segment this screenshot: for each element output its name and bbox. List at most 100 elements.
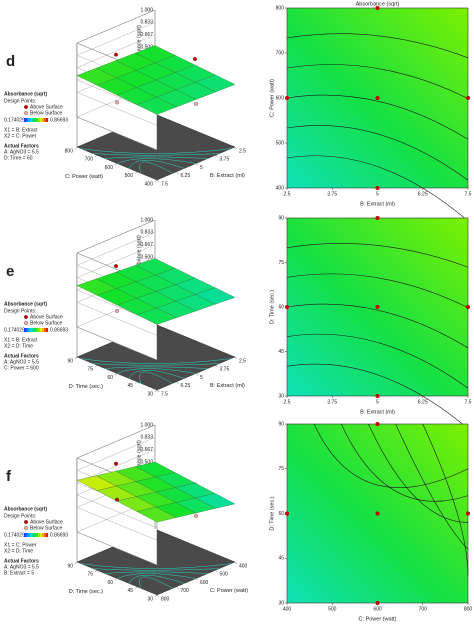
design-point (375, 394, 380, 398)
x-tick-label: 7.5 (161, 391, 168, 397)
chart-title: Absorbance (sqrt) (356, 1, 400, 7)
legend-text: X1 = B: Extract (4, 127, 38, 133)
colorbar-cell (36, 118, 39, 122)
design-point (375, 6, 380, 10)
y-tick (114, 163, 118, 166)
x-tick (176, 381, 179, 384)
x-tick-label: 6.25 (181, 383, 191, 389)
y-tick (94, 365, 98, 368)
design-point (375, 186, 380, 190)
panel-label: f (6, 468, 12, 485)
design-point (375, 601, 380, 605)
panel-label: d (6, 53, 15, 70)
y-tick-label: 800 (65, 148, 74, 154)
design-point (375, 422, 380, 426)
z-tick-label: 0.500 (140, 459, 153, 465)
y-tick (94, 570, 98, 573)
design-point (115, 497, 119, 502)
x-tick (215, 365, 218, 368)
design-point (193, 57, 197, 62)
x-tick (176, 171, 179, 174)
design-point (285, 511, 289, 516)
contour-line (286, 333, 469, 389)
x-tick-label: 7.5 (465, 399, 472, 405)
x-tick-label: 800 (161, 596, 170, 602)
legend-text: D: Time = 60 (4, 155, 33, 161)
design-point (466, 96, 470, 100)
contour-line (286, 363, 469, 429)
y-tick-label: 60 (278, 304, 284, 310)
y-axis-label: C: Power (watt) (269, 79, 275, 117)
y-tick-label: 45 (278, 556, 284, 562)
y-axis-label: D: Time (sec.) (69, 589, 103, 595)
design-point (375, 96, 380, 100)
floor-contour (80, 563, 232, 569)
floor-contour (116, 158, 197, 164)
y-tick-label: 75 (87, 367, 93, 373)
x-tick-label: 400 (239, 563, 248, 569)
colorbar-cell (32, 533, 35, 537)
colorbar-cell (36, 328, 39, 332)
x-tick (156, 594, 160, 598)
colorbar-cell (24, 328, 27, 332)
z-tick-label: 0.833 (140, 230, 153, 236)
x-axis-label: B: Extract (ml) (210, 173, 245, 179)
z-axis-label: Absorbance (sqrt) (136, 440, 142, 484)
design-point (285, 96, 289, 100)
x-tick-label: 3.75 (327, 191, 337, 197)
y-tick-label: 60 (107, 375, 113, 381)
y-tick (154, 594, 158, 598)
x-tick-label: 700 (419, 606, 428, 612)
colorbar-cell (28, 328, 31, 332)
design-point (375, 511, 380, 516)
y-tick-label: 500 (276, 140, 285, 146)
legend-swatch (24, 315, 28, 319)
y-axis-label: D: Time (sec.) (269, 496, 275, 530)
y-tick-label: 30 (147, 391, 153, 397)
legend-entry: Below Surface (30, 525, 62, 531)
y-tick (114, 373, 118, 376)
y-tick-label: 45 (278, 349, 284, 355)
x-tick-label: 2.5 (284, 191, 291, 197)
colorbar-max: 0.86693 (50, 117, 68, 123)
colorbar-cell (28, 533, 31, 537)
y-tick-label: 90 (278, 421, 284, 427)
y-tick-label: 400 (276, 185, 285, 191)
floor-contour (104, 366, 208, 369)
y-tick-label: 700 (85, 157, 94, 163)
y-tick-label: 75 (278, 260, 284, 266)
x-tick-label: 5 (376, 399, 379, 405)
colorbar-max: 0.86693 (50, 327, 68, 333)
z-tick-label: 1.000 (140, 422, 153, 428)
legend-title: Actual Factors (4, 558, 39, 564)
legend-swatch (24, 111, 28, 115)
design-point (375, 216, 380, 220)
contour-line (286, 64, 469, 99)
colorbar-cell (30, 118, 33, 122)
x-tick-label: 700 (181, 588, 190, 594)
design-point (114, 461, 118, 466)
y-tick-label: 90 (67, 563, 73, 569)
floor-contour (128, 160, 185, 169)
z-tick-label: 0.833 (140, 435, 153, 441)
floor-contour (116, 573, 197, 579)
y-axis-label: D: Time (sec.) (69, 384, 103, 390)
x-tick (156, 389, 160, 393)
colorbar-cell (38, 118, 41, 122)
y-tick-label: 30 (278, 393, 284, 399)
x-tick-label: 600 (200, 580, 209, 586)
x-tick-label: 800 (464, 606, 473, 612)
legend-swatch (24, 321, 28, 325)
floor-contour (80, 148, 232, 154)
y-tick-label: 60 (107, 580, 113, 586)
colorbar-cell (30, 533, 33, 537)
x-tick-label: 7.5 (465, 191, 472, 197)
legend-swatch (24, 526, 28, 530)
colorbar-cell (36, 533, 39, 537)
floor-contour (128, 370, 185, 379)
legend-text: Design Points: (4, 308, 36, 314)
y-tick (134, 381, 138, 384)
floor-contour (104, 156, 208, 159)
colorbar-cell (46, 533, 49, 537)
colorbar-cell (30, 328, 33, 332)
